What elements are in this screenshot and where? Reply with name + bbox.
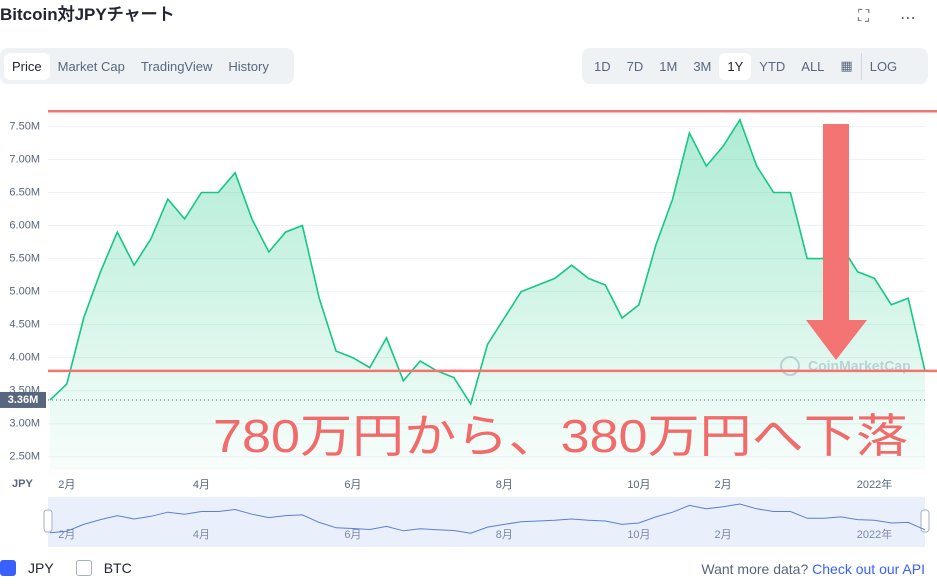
tab[interactable]: TradingView	[140, 58, 213, 74]
navigator-label: 8月	[496, 529, 513, 541]
range-button[interactable]: ALL	[801, 58, 825, 74]
area	[50, 119, 925, 471]
api-link[interactable]: Check out our API	[812, 561, 925, 577]
x-tick-label: 8月	[496, 479, 513, 491]
legend-item[interactable]: JPY	[0, 560, 54, 576]
navigator-label: 2022年	[857, 527, 892, 541]
navigator-label: 4月	[193, 529, 210, 541]
y-unit: JPY	[12, 478, 33, 490]
range-button[interactable]: 1M	[659, 58, 678, 74]
legend: JPY BTC	[0, 560, 132, 576]
log-button[interactable]: LOG	[860, 52, 905, 80]
navigator-handle[interactable]	[920, 509, 930, 533]
x-tick-label: 2月	[58, 479, 75, 491]
legend-label: JPY	[28, 560, 54, 576]
more-icon[interactable]: ⋯	[900, 10, 916, 27]
x-tick-label: 2月	[715, 479, 732, 491]
y-tick-label: 3.00M	[9, 418, 40, 430]
y-tick-label: 6.00M	[9, 219, 40, 231]
navigator-label: 6月	[344, 529, 361, 541]
arrow-shaft	[823, 124, 849, 322]
calendar-button[interactable]: ▦	[840, 58, 853, 73]
y-tick-label: 5.50M	[9, 252, 40, 264]
tab[interactable]: Market Cap	[57, 58, 125, 74]
range-button[interactable]: 7D	[626, 58, 644, 74]
footer: Want more data? Check out our API	[701, 561, 925, 577]
navigator-bg	[48, 497, 925, 547]
tab-bar: Price Market Cap TradingView History	[0, 48, 294, 84]
range-button[interactable]: YTD	[759, 58, 786, 74]
line	[49, 117, 926, 406]
y-tick-label: 2.50M	[9, 451, 40, 463]
range-button[interactable]: 1D	[594, 58, 611, 74]
x-tick-label: 6月	[344, 479, 361, 491]
range-button[interactable]: 3M	[693, 58, 712, 74]
tab[interactable]: History	[228, 58, 269, 74]
navigator-handle[interactable]	[43, 509, 53, 533]
navigator-label: 2月	[715, 529, 732, 541]
navigator-line	[49, 503, 926, 534]
y-tick-label: 4.50M	[9, 319, 40, 331]
y-tick-label: 7.50M	[9, 120, 40, 132]
navigator-label: 10月	[627, 529, 650, 541]
last-price-tag	[0, 391, 46, 408]
annotation: 780万円から、380万円へ下落	[213, 410, 908, 462]
y-tick-label: 7.00M	[9, 153, 40, 165]
x-tick-label: 4月	[193, 479, 210, 491]
footer-prompt: Want more data?	[701, 561, 809, 577]
chart-title: Bitcoin対JPYチャート	[0, 5, 175, 24]
last-price-label: 3.36M	[8, 394, 39, 406]
chart: 2.50M3.00M3.50M4.00M4.50M5.00M5.50M6.00M…	[0, 109, 937, 547]
x-tick-label: 2022年	[857, 477, 892, 491]
arrow-head	[806, 320, 867, 360]
y-tick-label: 6.50M	[9, 186, 40, 198]
legend-item[interactable]: BTC	[75, 560, 132, 576]
checkbox[interactable]	[75, 560, 92, 576]
range-bar: 1D 7D 1M 3M 1Y YTD ALL ▦ LOG	[582, 48, 928, 84]
legend-label: BTC	[103, 560, 132, 576]
y-tick-label: 5.00M	[9, 286, 40, 298]
range-button[interactable]: 1Y	[719, 52, 752, 80]
tab[interactable]: Price	[4, 52, 50, 80]
x-tick-label: 10月	[627, 479, 650, 491]
fullscreen-icon[interactable]: ⛶	[858, 8, 870, 25]
y-tick-label: 4.00M	[9, 352, 40, 364]
checkbox[interactable]	[0, 560, 16, 576]
